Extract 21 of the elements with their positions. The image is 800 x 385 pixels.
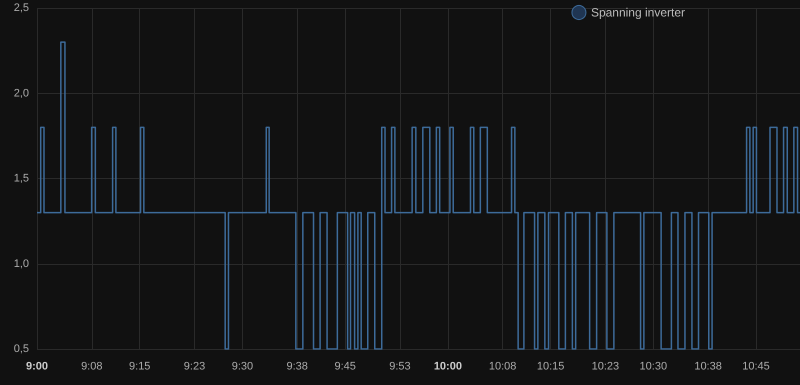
x-tick-label: 9:30 <box>232 360 254 372</box>
y-tick-label: 0,5 <box>14 343 29 355</box>
x-tick-label: 10:15 <box>536 360 564 372</box>
x-tick-label: 10:38 <box>694 360 722 372</box>
y-tick-label: 2,5 <box>14 2 29 14</box>
y-tick-label: 1,5 <box>14 172 29 184</box>
x-tick-label: 9:38 <box>286 360 308 372</box>
x-tick-label: 9:23 <box>184 360 206 372</box>
x-tick-label: 10:30 <box>640 360 668 372</box>
x-tick-label: 10:00 <box>434 360 462 372</box>
legend-label: Spanning inverter <box>590 6 686 20</box>
y-tick-label: 1,0 <box>14 258 29 270</box>
x-tick-label: 10:45 <box>742 360 770 372</box>
x-tick-label: 9:15 <box>129 360 150 372</box>
y-tick-label: 2,0 <box>14 87 29 100</box>
x-tick-label: 9:45 <box>334 360 356 372</box>
x-tick-label: 9:00 <box>26 360 48 372</box>
x-tick-label: 10:23 <box>592 360 620 372</box>
x-tick-label: 10:08 <box>488 360 516 372</box>
x-tick-label: 9:08 <box>81 360 102 372</box>
x-tick-label: 9:53 <box>389 360 411 372</box>
